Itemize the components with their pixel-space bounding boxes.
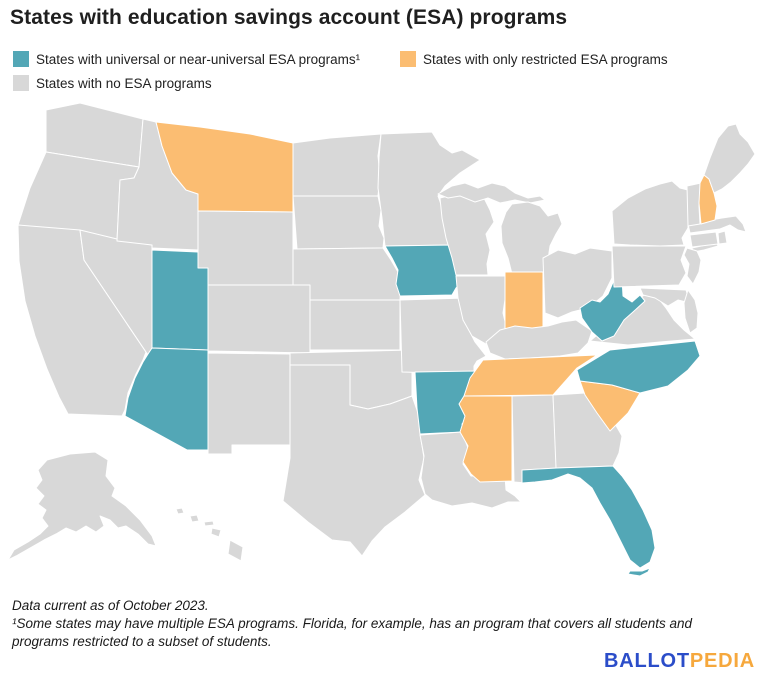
state-ND (292, 133, 382, 197)
state-WV (579, 277, 646, 342)
state-NM (207, 352, 291, 455)
state-HI-maui (210, 527, 222, 538)
legend-item-universal: States with universal or near-universal … (13, 51, 400, 68)
state-MD (639, 287, 691, 307)
legend-swatch-none (13, 75, 29, 91)
state-NY (611, 180, 689, 247)
state-PA (611, 245, 687, 288)
state-HI-molokai (203, 520, 215, 527)
state-CT (689, 231, 719, 248)
state-NJ (683, 247, 702, 285)
footer-notes: Data current as of October 2023. ¹Some s… (12, 597, 732, 651)
state-HI-kauai (175, 507, 185, 515)
logo-text-ballot: BALLOT (603, 650, 690, 672)
state-TX (282, 364, 426, 557)
state-NC (576, 340, 701, 394)
states-layer (7, 102, 756, 577)
legend-swatch-universal (13, 51, 29, 67)
state-ME (703, 123, 756, 194)
legend: States with universal or near-universal … (13, 51, 761, 99)
state-KS (309, 299, 401, 351)
ballotpedia-logo: BALLOTPEDIA (604, 650, 755, 673)
page-title: States with education savings account (E… (10, 6, 568, 29)
legend-label-restricted: States with only restricted ESA programs (423, 52, 668, 67)
legend-swatch-restricted (400, 51, 416, 67)
state-AK (7, 451, 157, 561)
state-FL-keys (627, 567, 651, 577)
us-map (0, 98, 768, 598)
state-DE (683, 289, 699, 334)
footnote: ¹Some states may have multiple ESA progr… (12, 616, 693, 649)
state-TN (463, 354, 598, 397)
state-MI-upper-peninsula (437, 182, 546, 204)
state-FL (521, 465, 656, 569)
state-CO (207, 284, 311, 354)
legend-item-none: States with no ESA programs (13, 75, 761, 92)
state-MS (458, 395, 513, 483)
state-WY (197, 210, 294, 286)
state-MA (687, 215, 747, 234)
state-HI-big-island (227, 539, 244, 562)
state-MN (377, 131, 481, 247)
data-current-note: Data current as of October 2023. (12, 598, 209, 613)
state-RI (717, 230, 728, 245)
legend-item-restricted: States with only restricted ESA programs (400, 51, 668, 68)
state-VT (686, 182, 702, 227)
logo-text-pedia: PEDIA (689, 650, 755, 672)
legend-label-none: States with no ESA programs (36, 76, 212, 91)
state-SD (292, 195, 385, 250)
legend-label-universal: States with universal or near-universal … (36, 52, 361, 67)
state-HI-oahu (189, 514, 200, 523)
